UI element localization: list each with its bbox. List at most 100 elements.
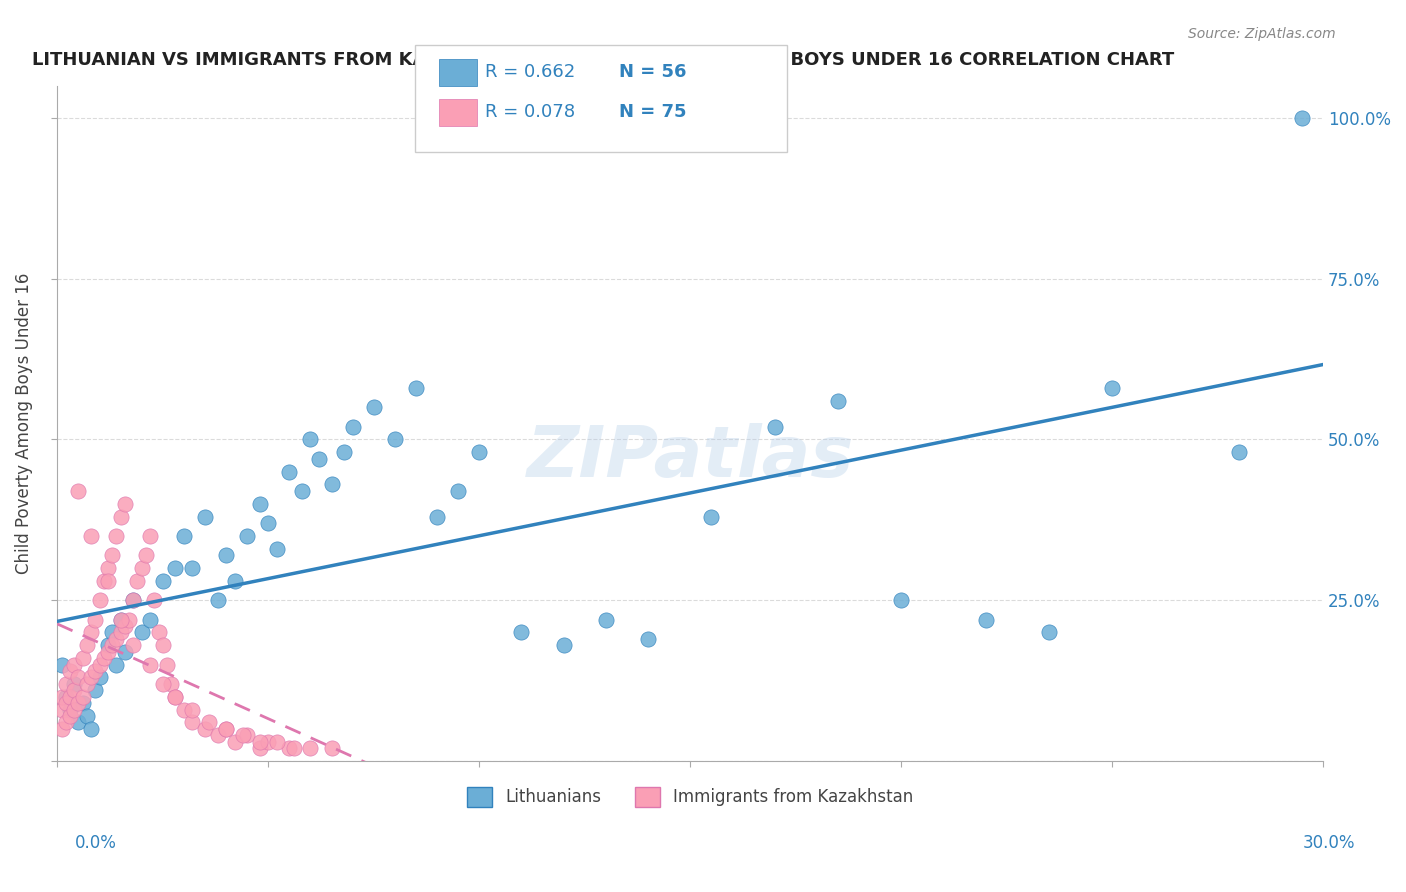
Point [974,613,997,627]
Point [105,657,128,672]
Point [165,690,187,704]
Point [510,625,533,640]
Point [59,703,82,717]
Point [278,465,301,479]
Point [55,696,77,710]
Point [97,561,120,575]
Point [80,722,103,736]
Point [76,677,98,691]
Point [152,638,174,652]
Point [333,445,356,459]
Point [181,715,204,730]
Point [224,735,246,749]
Point [122,638,145,652]
Point [148,625,170,640]
Text: 0.0%: 0.0% [75,834,117,852]
Point [266,735,288,749]
Point [384,433,406,447]
Point [553,638,575,652]
Point [447,483,470,498]
Point [122,593,145,607]
Point [426,509,449,524]
Point [700,509,723,524]
Point [763,419,786,434]
Point [1291,111,1313,125]
Point [207,593,229,607]
Legend: Lithuanians, Immigrants from Kazakhstan: Lithuanians, Immigrants from Kazakhstan [460,780,920,814]
Text: R = 0.662: R = 0.662 [485,63,575,81]
Point [321,741,343,756]
Point [207,728,229,742]
Point [890,593,912,607]
Point [59,690,82,704]
Point [215,722,238,736]
Point [89,593,111,607]
Point [342,419,364,434]
Point [283,741,305,756]
Point [110,509,132,524]
Text: Source: ZipAtlas.com: Source: ZipAtlas.com [1188,27,1336,41]
Point [59,664,82,678]
Point [156,657,179,672]
Point [257,735,280,749]
Point [118,613,141,627]
Point [110,613,132,627]
Point [114,645,136,659]
Point [105,529,128,543]
Point [224,574,246,588]
Point [257,516,280,530]
Point [110,613,132,627]
Point [114,497,136,511]
Point [249,735,271,749]
Point [93,574,115,588]
Point [67,483,90,498]
Y-axis label: Child Poverty Among Boys Under 16: Child Poverty Among Boys Under 16 [15,273,32,574]
Point [55,677,77,691]
Point [51,703,73,717]
Point [152,574,174,588]
Point [595,613,617,627]
Point [72,696,94,710]
Point [51,722,73,736]
Point [131,625,153,640]
Point [135,548,157,562]
Point [405,381,427,395]
Point [51,690,73,704]
Point [139,657,162,672]
Point [1038,625,1060,640]
Point [131,561,153,575]
Point [89,657,111,672]
Point [181,703,204,717]
Point [67,715,90,730]
Point [321,477,343,491]
Point [67,670,90,684]
Point [97,574,120,588]
Point [80,625,103,640]
Point [249,741,271,756]
Point [232,728,254,742]
Text: LITHUANIAN VS IMMIGRANTS FROM KAZAKHSTAN CHILD POVERTY AMONG BOYS UNDER 16 CORRE: LITHUANIAN VS IMMIGRANTS FROM KAZAKHSTAN… [32,51,1174,69]
Point [76,709,98,723]
Point [299,433,322,447]
Point [84,683,107,698]
Point [114,619,136,633]
Point [1101,381,1123,395]
Point [363,401,385,415]
Point [637,632,659,646]
Point [110,625,132,640]
Point [299,741,322,756]
Point [249,497,271,511]
Point [80,670,103,684]
Point [468,445,491,459]
Point [72,651,94,665]
Point [84,613,107,627]
Point [63,683,86,698]
Point [122,593,145,607]
Point [160,677,183,691]
Text: 30.0%: 30.0% [1302,834,1355,852]
Point [72,690,94,704]
Point [80,529,103,543]
Point [198,715,221,730]
Point [89,670,111,684]
Point [93,651,115,665]
